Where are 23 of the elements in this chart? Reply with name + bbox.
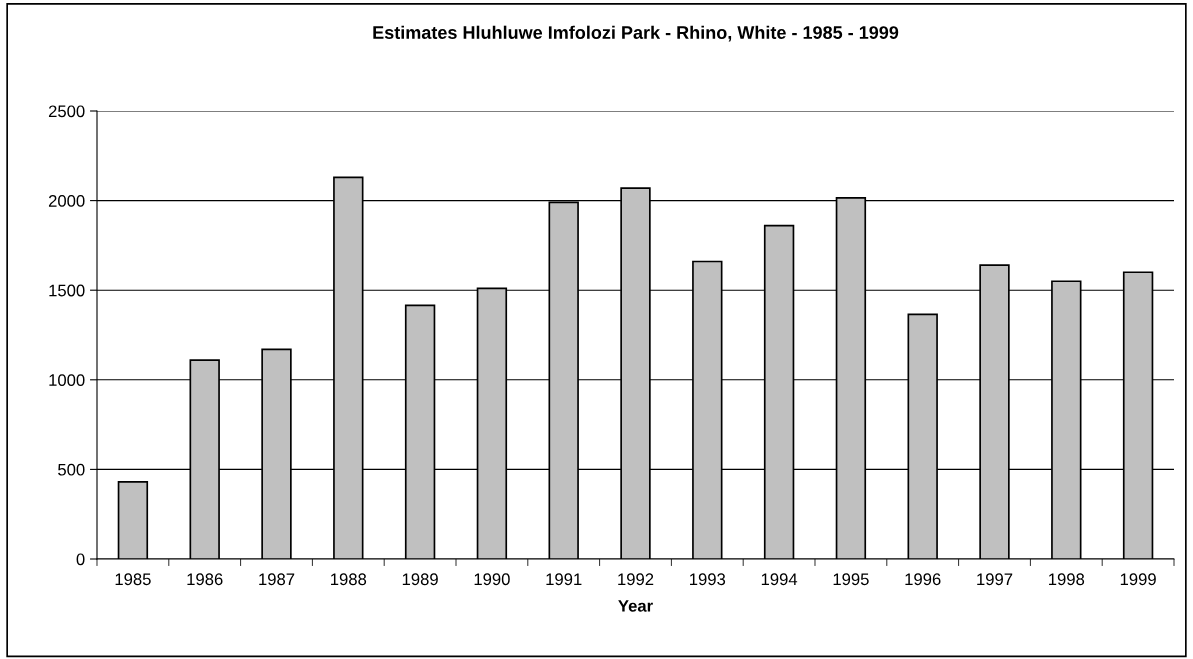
x-tick-label: 1986 (187, 573, 223, 586)
y-tick-label: 1500 (49, 284, 85, 297)
x-tick-label: 1985 (115, 573, 151, 586)
x-tick-label: 1997 (977, 573, 1013, 586)
x-tick-label: 1988 (331, 573, 367, 586)
x-tick-label: 1996 (905, 573, 941, 586)
y-tick-label: 0 (76, 553, 85, 566)
x-tick-label: 1993 (690, 573, 726, 586)
x-tick-label: 1989 (402, 573, 438, 586)
x-tick-label: 1999 (1120, 573, 1156, 586)
x-tick-label: 1994 (761, 573, 798, 586)
x-tick-label: 1987 (259, 573, 295, 586)
y-tick-label: 2500 (48, 105, 85, 118)
x-tick-label: 1992 (618, 573, 654, 586)
chart-title: Estimates Hluhluwe Imfolozi Park - Rhino, White - 1985 - 1999 (373, 25, 899, 42)
x-tick-label: 1998 (1049, 573, 1085, 586)
y-tick-label: 2000 (48, 195, 85, 207)
x-tick-label: 1991 (546, 573, 582, 586)
x-tick-label: 1990 (474, 573, 510, 586)
y-tick-label: 1000 (49, 374, 85, 386)
y-tick-label: 500 (58, 463, 85, 476)
x-axis-title: Year (618, 600, 653, 612)
x-tick-label: 1995 (833, 573, 869, 586)
